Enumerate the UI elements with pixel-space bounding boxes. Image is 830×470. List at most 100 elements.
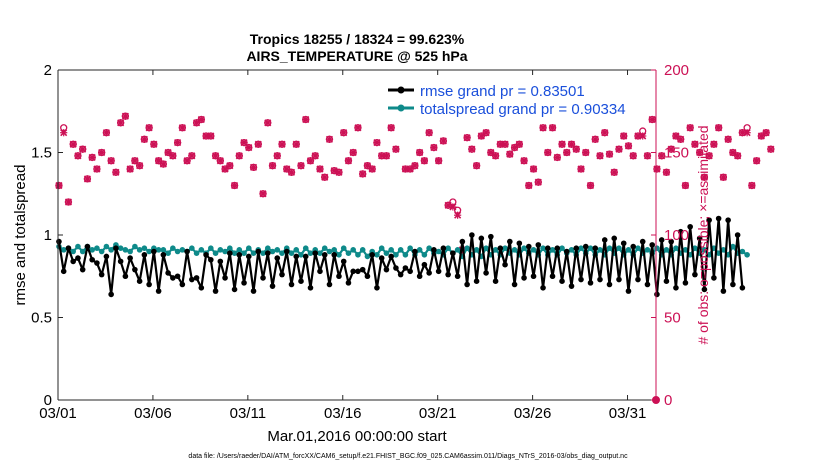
totalspread-point — [383, 250, 390, 256]
rmse-point — [692, 271, 698, 278]
totalspread-point — [302, 245, 309, 251]
rmse-point — [696, 235, 703, 242]
rmse-point — [464, 281, 470, 288]
rmse-point — [146, 281, 152, 288]
totalspread-point — [578, 245, 584, 251]
rmse-point — [98, 271, 105, 278]
rmse-point — [250, 288, 257, 294]
totalspread-point — [730, 243, 736, 250]
obs-assimilated-point — [197, 115, 205, 124]
rmse-point — [193, 275, 200, 281]
totalspread-point — [345, 250, 352, 256]
y-axis-right-ticks: 0 50 100 150 200 — [651, 62, 689, 409]
totalspread-point — [117, 245, 124, 251]
obs-assimilated-point — [264, 119, 272, 127]
rmse-point — [359, 266, 366, 273]
rmse-point — [540, 285, 546, 291]
totalspread-point — [193, 250, 200, 256]
totalspread-point — [720, 247, 727, 253]
obs-assimilated-point — [743, 129, 751, 137]
obs-assimilated-point — [121, 112, 129, 120]
rmse-point — [56, 238, 62, 245]
totalspread-point — [208, 245, 214, 251]
rmse-point — [179, 281, 186, 288]
obs-assimilated-point — [249, 163, 258, 171]
obs-assimilated-point — [667, 145, 675, 153]
rmse-point — [549, 273, 556, 280]
obs-assimilated-point — [610, 168, 618, 176]
obs-assimilated-point — [643, 152, 652, 160]
obs-assimilated-point — [311, 152, 319, 160]
totalspread-point — [416, 247, 423, 253]
totalspread-point — [616, 245, 622, 251]
rmse-point — [260, 275, 266, 281]
rmse-point — [606, 281, 613, 288]
totalspread-point — [473, 247, 480, 253]
totalspread-point — [530, 247, 537, 253]
rmse-point — [165, 270, 171, 276]
rmse-point — [160, 252, 167, 258]
obs-assimilated-point — [544, 148, 552, 157]
obs-assimilated-point — [468, 145, 476, 153]
totalspread-point — [321, 245, 328, 251]
y-left-tick-label: 1.5 — [31, 145, 52, 162]
obs-assimilated-point — [615, 145, 623, 153]
obs-assimilated-point — [126, 165, 134, 173]
obs-assimilated-point — [321, 173, 329, 181]
rmse-point — [426, 270, 432, 276]
obs-assimilated-point — [491, 152, 500, 160]
obs-assimilated-point — [159, 160, 167, 168]
obs-assimilated-point — [192, 119, 201, 127]
obs-assimilated-point — [349, 148, 357, 157]
totalspread-point — [317, 250, 323, 256]
y-right-tick-label: 50 — [664, 310, 681, 327]
totalspread-point — [79, 248, 86, 255]
y-left-tick-label: 2 — [44, 62, 52, 79]
rmse-point — [122, 273, 129, 280]
obs-assimilated-point — [715, 124, 723, 132]
totalspread-point — [227, 245, 233, 251]
totalspread-point — [340, 245, 347, 251]
rmse-point — [184, 248, 190, 255]
rmse-point — [635, 276, 641, 283]
totalspread-point — [293, 247, 300, 253]
rmse-point — [383, 266, 390, 273]
rmse-point — [530, 273, 537, 280]
rmse-point — [677, 228, 684, 235]
obs-assimilated-point — [254, 140, 262, 148]
rmse-point — [497, 245, 504, 251]
obs-assimilated-point — [335, 168, 343, 176]
totalspread-point — [75, 243, 81, 250]
rmse-point — [473, 278, 480, 285]
rmse-point — [65, 245, 72, 251]
obs-assimilated-point — [696, 148, 704, 157]
obs-assimilated-point — [221, 165, 229, 173]
rmse-point — [478, 235, 485, 242]
totalspread-point — [654, 245, 660, 251]
totalspread-point — [326, 248, 333, 255]
totalspread-point — [407, 245, 413, 251]
rmse-point — [397, 271, 404, 278]
obs-assimilated-point — [188, 152, 196, 160]
y-axis-right-label: # of obs: o=possible; ×=assimilated — [695, 125, 711, 344]
rmse-point — [307, 285, 314, 291]
obs-assimilated-point — [325, 135, 334, 143]
obs-assimilated-point — [506, 150, 514, 158]
x-axis-label: Mar.01,2016 00:00:00 start — [267, 428, 447, 445]
obs-assimilated-point — [112, 168, 120, 176]
rmse-point — [568, 283, 575, 289]
obs-assimilated-point — [534, 178, 542, 186]
obs-assimilated-point — [387, 124, 395, 132]
obs-assimilated-point — [672, 132, 680, 140]
totalspread-point — [445, 245, 451, 251]
totalspread-point — [597, 247, 603, 253]
legend-box — [384, 76, 648, 120]
rmse-point — [730, 281, 736, 288]
rmse-point — [317, 268, 323, 275]
y-left-tick-label: 0.5 — [31, 310, 52, 327]
obs-assimilated-point — [719, 173, 727, 181]
rmse-point — [127, 255, 133, 261]
obs-assimilated-point — [69, 140, 77, 148]
obs-assimilated-point — [278, 140, 286, 148]
obs-assimilated-point — [140, 135, 148, 143]
